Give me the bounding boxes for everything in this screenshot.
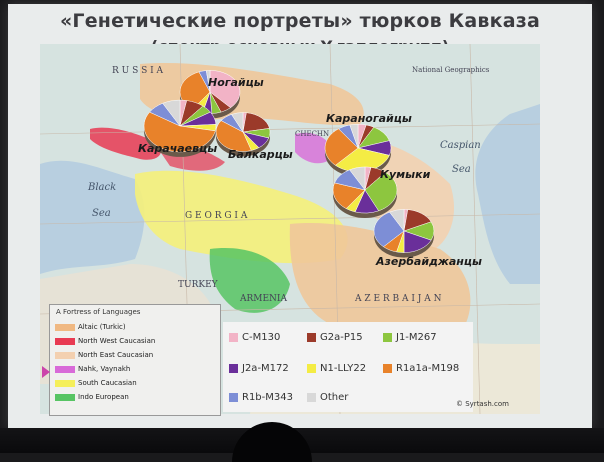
lang-row-nw: North West Caucasian: [55, 336, 155, 346]
pointer-arrow-icon: [42, 366, 50, 378]
lang-label: North West Caucasian: [78, 337, 156, 345]
label-chechnya: CHECHN: [295, 130, 330, 138]
label-balkar: Балкарцы: [228, 148, 293, 161]
hap-label: G2a-P15: [320, 332, 363, 343]
pie-slice: [143, 111, 216, 153]
hap-item-c: C-M130: [229, 332, 280, 343]
hap-swatch: [307, 393, 316, 402]
lang-swatch: [55, 323, 75, 331]
lang-row-south: South Caucasian: [55, 378, 137, 388]
azerbaijan-region: [289, 223, 471, 339]
label-black: Black: [88, 182, 117, 193]
lang-row-ne: North East Caucasian: [55, 350, 153, 360]
hap-swatch: [307, 333, 316, 342]
lang-label: Altaic (Turkic): [78, 323, 126, 331]
label-natgeo: National Geographics: [412, 66, 490, 74]
projection-screen: «Генетические портреты» тюрков Кавказа (…: [8, 4, 592, 428]
label-azerbaijan: A Z E R B A I J A N: [355, 294, 442, 304]
credit-text: © Syrtash.com: [456, 400, 509, 408]
label-georgia: G E O R G I A: [185, 211, 248, 221]
pie-charts: [143, 70, 435, 258]
pie-slice: [349, 123, 359, 149]
hap-label: R1b-M343: [242, 392, 293, 403]
hap-label: R1a1a-M198: [396, 363, 460, 374]
lang-row-altaic: Altaic (Turkic): [55, 322, 126, 332]
hap-label: J1-M267: [396, 332, 437, 343]
pie-slice: [332, 182, 366, 209]
pie-slice: [205, 70, 211, 93]
hap-swatch: [229, 333, 238, 342]
label-nogai: Ногайцы: [208, 76, 264, 89]
hap-label: J2a-M172: [242, 363, 289, 374]
hap-swatch: [229, 393, 238, 402]
lang-swatch: [55, 365, 75, 373]
lang-label: North East Caucasian: [78, 351, 154, 359]
label-armenia: ARMENIA: [240, 294, 287, 304]
lang-label: Indo European: [78, 393, 129, 401]
lang-label: South Caucasian: [78, 379, 137, 387]
lang-swatch: [55, 393, 75, 401]
label-azerbaijani: Азербайджанцы: [376, 255, 483, 268]
hap-item-r1b: R1b-M343: [229, 392, 293, 403]
hap-label: N1-LLY22: [320, 363, 367, 374]
hap-item-n1: N1-LLY22: [307, 363, 366, 374]
lang-row-nahk: Nahk, Vaynakh: [55, 364, 130, 374]
pie-slice: [349, 166, 366, 191]
hap-swatch: [383, 333, 392, 342]
hap-swatch: [307, 364, 316, 373]
nahk-region: [295, 132, 335, 164]
label-black-sea: Sea: [92, 208, 111, 219]
label-karachay: Карачаевцы: [138, 142, 218, 155]
haplogroup-legend: C-M130 G2a-P15 J1-M267 J2a-M172 N1-LLY22…: [223, 322, 473, 412]
lang-label: Nahk, Vaynakh: [78, 365, 131, 373]
pie-slice: [231, 112, 244, 133]
pie-slice: [364, 171, 398, 212]
label-kumyk: Кумыки: [380, 168, 431, 181]
black-sea-shape: [40, 160, 145, 274]
hap-item-other: Other: [307, 392, 348, 403]
slide-title: «Генетические портреты» тюрков Кавказа: [59, 10, 541, 32]
label-russia: R U S S I A: [112, 66, 164, 76]
lang-swatch: [55, 379, 75, 387]
pie-slice: [209, 70, 241, 109]
label-karanogai: Караногайцы: [326, 112, 412, 125]
nw-caucasian-region: [90, 127, 162, 160]
pie-slice: [373, 211, 405, 248]
hap-item-r1a: R1a1a-M198: [383, 363, 459, 374]
label-caspian-sea: Sea: [452, 164, 471, 175]
pie-slice: [389, 209, 405, 232]
hap-item-j1: J1-M267: [383, 332, 437, 343]
hap-item-j2a: J2a-M172: [229, 363, 289, 374]
hap-label: C-M130: [242, 332, 281, 343]
hap-swatch: [229, 364, 238, 373]
label-turkey: TURKEY: [178, 280, 218, 290]
language-legend-title: A Fortress of Languages: [56, 308, 141, 316]
label-caspian: Caspian: [440, 140, 481, 151]
lang-swatch: [55, 351, 75, 359]
armenia-region: [209, 248, 290, 313]
caspian-sea-shape: [475, 104, 540, 284]
language-legend: A Fortress of Languages Altaic (Turkic) …: [49, 304, 221, 416]
hap-item-g2a: G2a-P15: [307, 332, 363, 343]
lang-swatch: [55, 337, 75, 345]
pie-slice: [324, 128, 359, 166]
pie-slice: [162, 99, 181, 127]
hap-label: Other: [320, 392, 349, 403]
lang-row-indo: Indo European: [55, 392, 129, 402]
pie-slice: [215, 120, 252, 152]
hap-swatch: [383, 364, 392, 373]
